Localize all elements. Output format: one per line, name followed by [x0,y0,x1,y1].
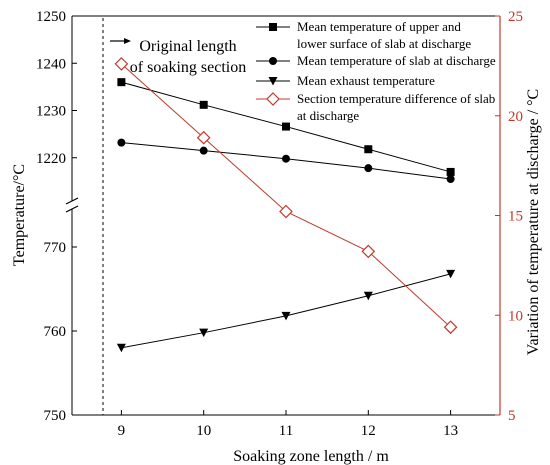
legend-marker [269,23,277,31]
annotation-text-line2: of soaking section [130,59,246,76]
legend-label-line2: at discharge [297,108,359,123]
legend-item-1: Mean temperature of upper and lower surfa… [256,19,471,51]
data-point [199,100,208,109]
data-point [363,291,373,301]
series-layer [114,57,458,353]
y-left-tick-label: 1230 [36,104,66,120]
legend-label: Section temperature difference of slab [297,91,495,106]
y-left-tick-label: 1240 [36,56,66,72]
y-left-tick-label: 770 [44,240,67,256]
data-point [114,57,129,71]
data-point [446,269,456,279]
legend-marker [269,57,277,65]
data-point [281,311,291,321]
data-point [116,343,126,353]
legend-label: Mean exhaust temperature [297,73,435,88]
axis-break-mark [65,205,79,213]
y-right-tick-label: 10 [508,308,523,324]
x-tick-label: 12 [361,423,376,439]
y-right-tick-label: 15 [508,209,523,225]
data-point [443,320,458,335]
series-2 [117,138,455,184]
data-point [282,122,290,131]
y-left-tick-label: 750 [44,408,67,424]
y-axis-right-title: Variation of temperature at discharge / … [525,89,542,355]
legend-marker [268,77,278,86]
data-point [196,130,211,145]
y-left-tick-label: 760 [44,324,67,340]
axis-ticks: 9 10 11 12 13 1220 1230 1240 1250 750 760 770 5 10 15 2… [36,9,523,439]
data-point [117,138,126,147]
data-point [282,154,290,163]
x-tick-label: 11 [279,423,293,439]
data-point [199,146,208,155]
y-left-tick-label: 1220 [36,151,66,167]
series-4 [114,57,458,335]
legend-item-4: Section temperature difference of slab at… [256,91,495,123]
data-point [199,328,209,338]
x-tick-label: 10 [196,423,211,439]
data-point [361,244,376,259]
data-point [446,175,455,184]
series-line [121,273,451,349]
data-point [364,145,373,154]
y-left-tick-label: 1250 [36,9,66,25]
x-tick-label: 9 [118,423,126,439]
data-point [279,204,293,219]
series-3 [116,269,456,353]
y-right-tick-label: 20 [508,109,523,125]
legend-item-3: Mean exhaust temperature [256,73,435,88]
annotation-arrow [110,38,131,44]
data-point [446,167,455,176]
legend-item-2: Mean temperature of slab at discharge [256,53,496,68]
legend-label: Mean temperature of slab at discharge [297,53,496,68]
x-axis-title: Soaking zone length / m [233,448,389,465]
y-right-tick-label: 25 [508,9,523,25]
annotation-text-line1: Original length [139,38,236,55]
data-point [364,164,373,173]
series-1 [117,78,455,176]
y-right-tick-label: 5 [508,408,516,424]
y-axis-left-title: Temperature/°C [11,164,28,266]
legend: Mean temperature of upper and lower surfa… [256,19,496,123]
legend-label: Mean temperature of upper and [297,19,461,34]
x-tick-label: 13 [443,423,458,439]
legend-marker [266,92,280,106]
data-point [117,78,126,87]
legend-label-line2: lower surface of slab at discharge [297,36,471,51]
axis-break-mark [65,197,79,205]
